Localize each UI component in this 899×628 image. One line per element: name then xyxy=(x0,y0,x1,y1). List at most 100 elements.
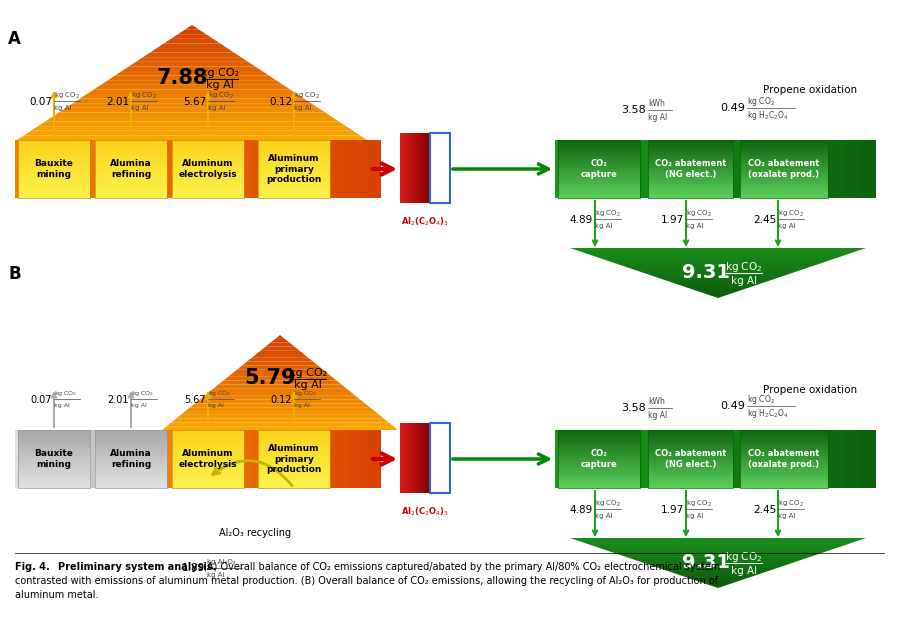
Bar xyxy=(740,166,828,169)
Bar xyxy=(587,430,603,488)
Text: 3.58: 3.58 xyxy=(621,403,646,413)
Bar xyxy=(648,430,733,433)
Bar xyxy=(418,423,420,493)
Bar xyxy=(95,464,167,468)
Bar xyxy=(648,462,733,465)
Bar xyxy=(95,177,167,181)
Bar xyxy=(172,186,244,189)
Bar xyxy=(414,133,415,203)
Bar xyxy=(172,139,244,143)
Text: kg Al: kg Al xyxy=(595,513,612,519)
Bar xyxy=(258,145,330,149)
Bar xyxy=(648,192,733,195)
Polygon shape xyxy=(247,358,313,362)
Bar xyxy=(18,441,90,445)
Polygon shape xyxy=(700,582,735,584)
Bar xyxy=(648,479,733,482)
Bar xyxy=(648,189,733,192)
Bar xyxy=(95,476,167,479)
Bar xyxy=(18,151,90,154)
Bar xyxy=(418,133,420,203)
Bar xyxy=(305,430,316,488)
Bar xyxy=(740,435,828,439)
Text: kg CO$_2$: kg CO$_2$ xyxy=(725,550,762,564)
Bar xyxy=(172,430,244,488)
Bar xyxy=(425,423,428,493)
Bar xyxy=(740,192,828,195)
Bar xyxy=(161,140,180,198)
Bar xyxy=(18,140,90,198)
Bar xyxy=(359,430,369,488)
Bar xyxy=(95,470,167,474)
Bar xyxy=(558,180,640,183)
Bar xyxy=(18,444,90,447)
Bar xyxy=(859,430,876,488)
Bar xyxy=(763,140,779,198)
Polygon shape xyxy=(570,248,866,250)
Bar xyxy=(147,430,156,488)
Bar xyxy=(648,183,733,187)
Bar xyxy=(648,186,733,189)
Polygon shape xyxy=(712,586,724,588)
Bar xyxy=(648,171,733,175)
Bar xyxy=(648,467,733,470)
Bar xyxy=(95,166,167,169)
Bar xyxy=(172,195,244,198)
Bar xyxy=(186,430,198,488)
Bar xyxy=(667,140,683,198)
Text: 2.45: 2.45 xyxy=(752,505,776,515)
Bar xyxy=(403,423,405,493)
Polygon shape xyxy=(214,384,346,388)
Bar xyxy=(18,160,90,163)
Polygon shape xyxy=(176,415,384,419)
Polygon shape xyxy=(136,57,248,62)
Bar xyxy=(740,444,828,447)
Bar xyxy=(558,175,640,178)
Text: kWh: kWh xyxy=(648,398,665,406)
Polygon shape xyxy=(618,554,819,556)
Polygon shape xyxy=(204,392,355,396)
Bar xyxy=(258,462,330,465)
Polygon shape xyxy=(629,558,806,560)
Bar xyxy=(172,430,244,433)
Bar xyxy=(18,447,90,450)
Bar xyxy=(683,140,699,198)
Text: kg Al: kg Al xyxy=(686,513,704,519)
Bar xyxy=(731,140,747,198)
Polygon shape xyxy=(618,264,819,266)
Bar xyxy=(740,462,828,465)
Bar xyxy=(558,166,640,169)
Bar xyxy=(172,180,244,183)
Bar xyxy=(648,145,733,149)
Bar xyxy=(603,140,619,198)
Bar xyxy=(95,160,167,163)
Bar xyxy=(415,133,417,203)
Text: Al$_2$(C$_2$O$_4$)$_3$: Al$_2$(C$_2$O$_4$)$_3$ xyxy=(401,215,449,227)
Bar xyxy=(18,145,90,149)
Bar xyxy=(258,163,330,166)
Bar xyxy=(740,189,828,192)
Bar xyxy=(95,183,167,187)
Bar xyxy=(258,476,330,479)
Bar xyxy=(18,433,90,436)
Bar xyxy=(15,140,34,198)
Text: kg CO$_2$: kg CO$_2$ xyxy=(131,91,156,101)
Text: B: B xyxy=(8,265,21,283)
Polygon shape xyxy=(178,30,206,34)
Bar xyxy=(740,139,828,143)
Polygon shape xyxy=(576,540,860,542)
Bar xyxy=(258,171,330,175)
Text: kg Al: kg Al xyxy=(131,105,148,111)
Text: Alumina
refining: Alumina refining xyxy=(110,160,152,179)
Bar xyxy=(648,168,733,172)
Bar xyxy=(258,195,330,198)
Polygon shape xyxy=(706,584,730,586)
Bar xyxy=(95,180,167,183)
Bar xyxy=(648,458,733,462)
Bar xyxy=(558,183,640,187)
Bar xyxy=(258,154,330,158)
Text: 5.79: 5.79 xyxy=(245,369,296,389)
Bar xyxy=(18,473,90,477)
Bar xyxy=(258,479,330,482)
Bar xyxy=(571,430,588,488)
